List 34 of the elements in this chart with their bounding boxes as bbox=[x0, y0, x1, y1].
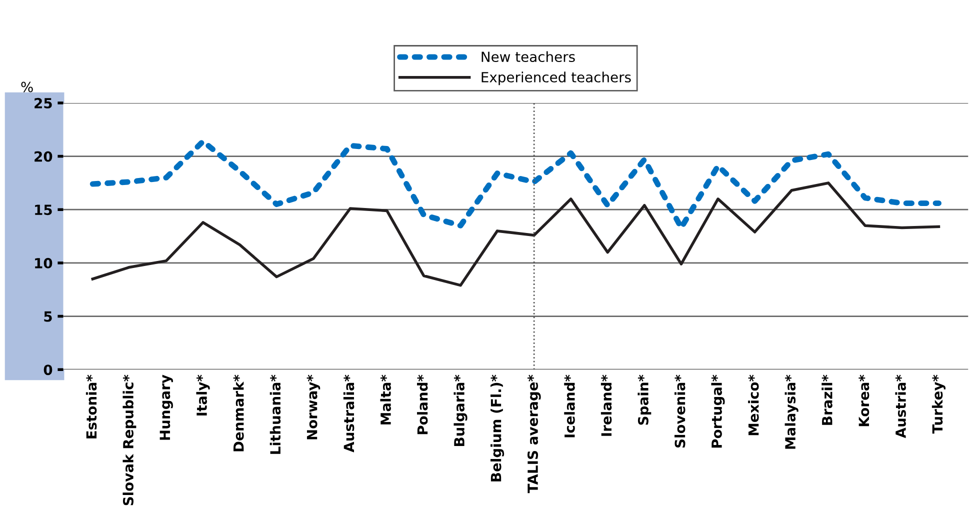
x-tick-label: Australia* bbox=[343, 374, 354, 452]
y-axis-title: % bbox=[21, 82, 33, 92]
x-tick-label: Brazil* bbox=[822, 374, 832, 425]
x-tick-label: Slovak Republic* bbox=[122, 374, 136, 506]
legend-label: New teachers bbox=[482, 51, 575, 62]
x-tick-label: Estonia* bbox=[86, 374, 97, 438]
x-tick-label: Slovenia* bbox=[674, 374, 686, 448]
x-tick-label: Hungary bbox=[160, 374, 173, 440]
x-tick-label: Turkey* bbox=[932, 374, 946, 434]
x-tick-label: Ireland* bbox=[600, 374, 612, 436]
x-tick-label: Poland* bbox=[417, 374, 428, 434]
x-tick-label: Korea* bbox=[858, 374, 870, 426]
x-tick-label: Iceland* bbox=[564, 374, 575, 438]
x-tick-label: Malaysia* bbox=[784, 374, 798, 449]
y-tick-label: 25 bbox=[34, 98, 52, 108]
legend-label: Experienced teachers bbox=[482, 72, 631, 86]
x-tick-label: Lithuania* bbox=[270, 374, 281, 454]
y-tick-label: 15 bbox=[35, 204, 52, 216]
y-tick-label: 0 bbox=[44, 364, 52, 376]
x-tick-label: Bulgaria* bbox=[454, 374, 468, 446]
x-tick-label: Norway* bbox=[306, 374, 320, 440]
x-tick-label: Belgium (Fl.)* bbox=[490, 374, 504, 482]
x-tick-label: Mexico* bbox=[748, 374, 759, 436]
x-tick-label: Portugal* bbox=[711, 374, 725, 448]
y-tick-label: 10 bbox=[35, 258, 52, 268]
line-series bbox=[91, 182, 940, 287]
x-tick-label: Italy* bbox=[196, 374, 210, 416]
x-tick-label: Denmark* bbox=[233, 374, 244, 452]
x-tick-label: TALIS average* bbox=[528, 374, 541, 494]
x-tick-label: Spain* bbox=[638, 374, 652, 425]
x-tick-label: Malta* bbox=[380, 374, 391, 424]
x-tick-label: Austria* bbox=[895, 374, 906, 438]
y-tick-label: 20 bbox=[34, 151, 52, 162]
y-tick-label: 5 bbox=[44, 311, 52, 322]
